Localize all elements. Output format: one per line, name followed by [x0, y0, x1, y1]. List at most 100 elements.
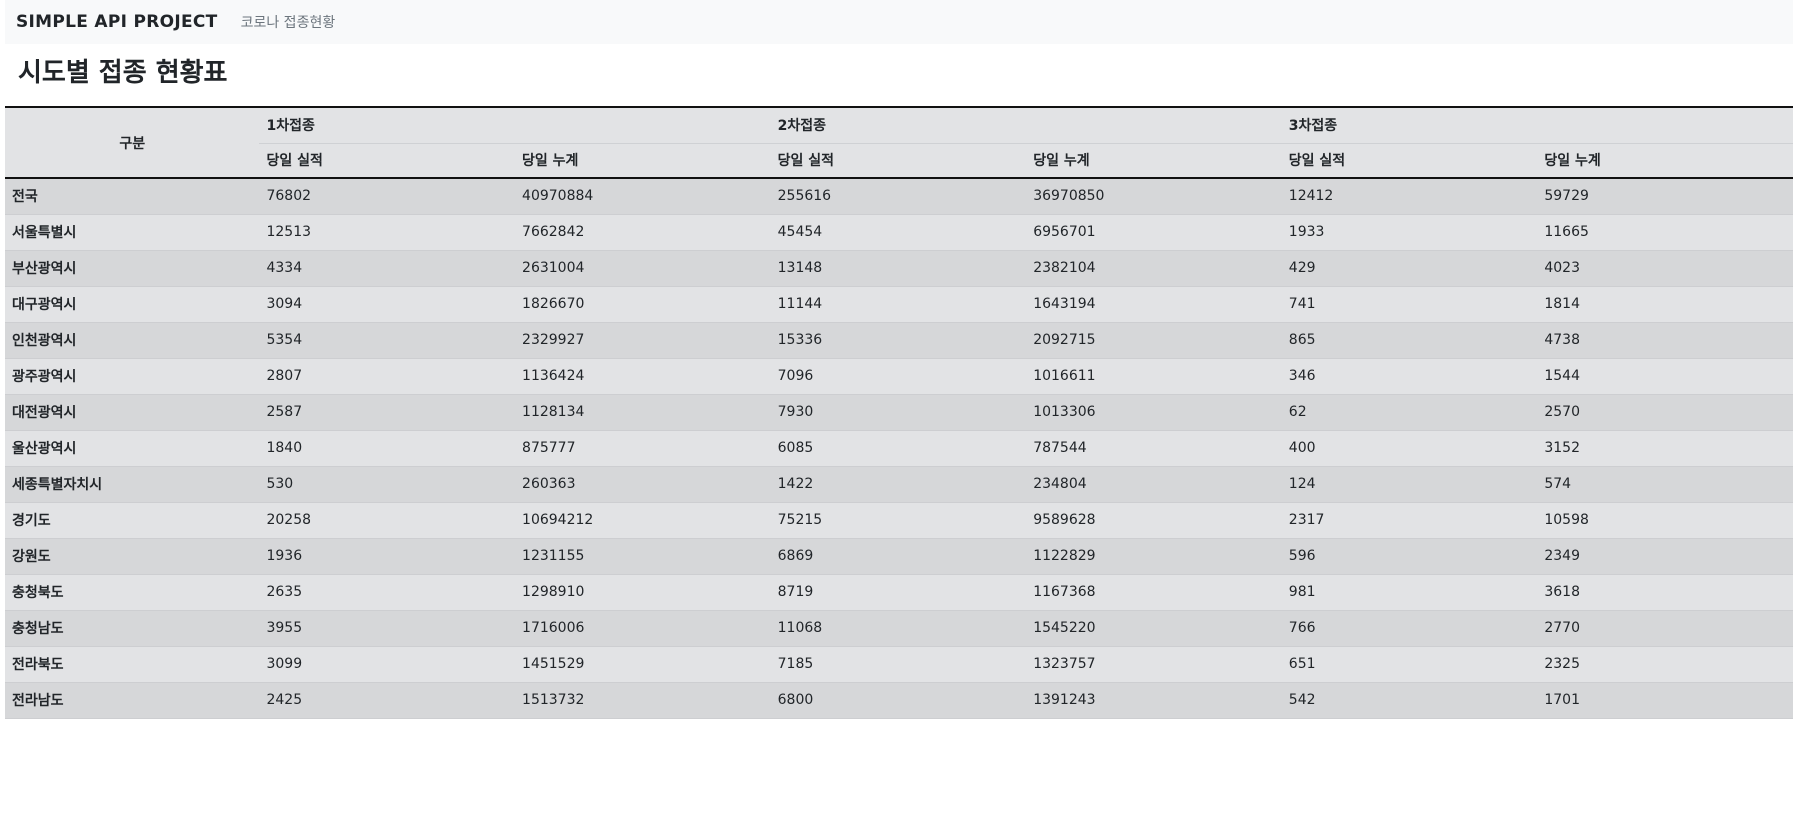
value-cell: 75215 [770, 502, 1027, 539]
value-cell: 787544 [1026, 430, 1282, 467]
value-cell: 2092715 [1026, 322, 1282, 359]
region-cell: 대구광역시 [5, 286, 260, 323]
page-title: 시도별 접종 현황표 [18, 58, 228, 88]
value-cell: 875777 [515, 430, 771, 467]
value-cell: 596 [1281, 538, 1538, 575]
table-row: 인천광역시 5354 2329927 15336 2092715 865 4738 [5, 322, 1793, 359]
value-cell: 62 [1281, 394, 1538, 431]
value-cell: 255616 [770, 178, 1027, 215]
value-cell: 4334 [259, 250, 516, 287]
value-cell: 865 [1281, 322, 1538, 359]
header-row-metric: 당일 실적 당일 누계 당일 실적 당일 누계 당일 실적 당일 누계 [5, 143, 1793, 179]
value-cell: 3618 [1537, 574, 1793, 611]
value-cell: 3955 [259, 610, 516, 647]
value-cell: 2635 [259, 574, 516, 611]
value-cell: 741 [1281, 286, 1538, 323]
brand-link[interactable]: SIMPLE API PROJECT [16, 12, 218, 32]
table-row: 울산광역시 1840 875777 6085 787544 400 3152 [5, 430, 1793, 467]
table-row: 전라남도 2425 1513732 6800 1391243 542 1701 [5, 682, 1793, 719]
value-cell: 11665 [1537, 214, 1793, 251]
value-cell: 45454 [770, 214, 1027, 251]
value-cell: 1513732 [515, 682, 771, 719]
table-row: 전국 76802 40970884 255616 36970850 12412 59729 [5, 178, 1793, 215]
value-cell: 2349 [1537, 538, 1793, 575]
value-cell: 1826670 [515, 286, 771, 323]
region-cell: 세종특별자치시 [5, 466, 260, 503]
table-row: 서울특별시 12513 7662842 45454 6956701 1933 11665 [5, 214, 1793, 251]
value-cell: 4023 [1537, 250, 1793, 287]
value-cell: 651 [1281, 646, 1538, 683]
value-cell: 11068 [770, 610, 1027, 647]
value-cell: 1128134 [515, 394, 771, 431]
value-cell: 2317 [1281, 502, 1538, 539]
region-cell: 충청남도 [5, 610, 260, 647]
value-cell: 4738 [1537, 322, 1793, 359]
value-cell: 10598 [1537, 502, 1793, 539]
value-cell: 1936 [259, 538, 516, 575]
value-cell: 1933 [1281, 214, 1538, 251]
region-cell: 강원도 [5, 538, 260, 575]
value-cell: 13148 [770, 250, 1027, 287]
value-cell: 1643194 [1026, 286, 1282, 323]
value-cell: 3099 [259, 646, 516, 683]
value-cell: 2325 [1537, 646, 1793, 683]
table-row: 충청남도 3955 1716006 11068 1545220 766 2770 [5, 610, 1793, 647]
table-row: 경기도 20258 10694212 75215 9589628 2317 10598 [5, 502, 1793, 539]
value-cell: 1814 [1537, 286, 1793, 323]
value-cell: 2631004 [515, 250, 771, 287]
table-row: 부산광역시 4334 2631004 13148 2382104 429 4023 [5, 250, 1793, 287]
value-cell: 76802 [259, 178, 516, 215]
value-cell: 1544 [1537, 358, 1793, 395]
value-cell: 1013306 [1026, 394, 1282, 431]
header-category: 구분 [5, 107, 260, 179]
region-cell: 전국 [5, 178, 260, 215]
value-cell: 766 [1281, 610, 1538, 647]
value-cell: 1231155 [515, 538, 771, 575]
table-row: 대구광역시 3094 1826670 11144 1643194 741 1814 [5, 286, 1793, 323]
value-cell: 12412 [1281, 178, 1538, 215]
table-row: 세종특별자치시 530 260363 1422 234804 124 574 [5, 466, 1793, 503]
value-cell: 1451529 [515, 646, 771, 683]
value-cell: 542 [1281, 682, 1538, 719]
value-cell: 1167368 [1026, 574, 1282, 611]
value-cell: 40970884 [515, 178, 771, 215]
value-cell: 36970850 [1026, 178, 1282, 215]
header-daily: 당일 실적 [1281, 143, 1538, 179]
header-cumulative: 당일 누계 [515, 143, 771, 179]
region-cell: 충청북도 [5, 574, 260, 611]
table-row: 전라북도 3099 1451529 7185 1323757 651 2325 [5, 646, 1793, 683]
value-cell: 3152 [1537, 430, 1793, 467]
value-cell: 1701 [1537, 682, 1793, 719]
header-row-dose: 구분 1차접종 2차접종 3차접종 [5, 107, 1793, 179]
value-cell: 1323757 [1026, 646, 1282, 683]
table-row: 충청북도 2635 1298910 8719 1167368 981 3618 [5, 574, 1793, 611]
value-cell: 6800 [770, 682, 1027, 719]
value-cell: 6956701 [1026, 214, 1282, 251]
vaccination-table: 구분 1차접종 2차접종 3차접종 당일 실적 당일 누계 당일 실적 당일 누… [5, 106, 1793, 719]
region-cell: 울산광역시 [5, 430, 260, 467]
value-cell: 15336 [770, 322, 1027, 359]
region-cell: 광주광역시 [5, 358, 260, 395]
value-cell: 3094 [259, 286, 516, 323]
value-cell: 429 [1281, 250, 1538, 287]
value-cell: 1716006 [515, 610, 771, 647]
value-cell: 11144 [770, 286, 1027, 323]
navbar: SIMPLE API PROJECT 코로나 접종현황 [5, 0, 1793, 44]
value-cell: 1298910 [515, 574, 771, 611]
value-cell: 2587 [259, 394, 516, 431]
value-cell: 530 [259, 466, 516, 503]
header-dose-3: 3차접종 [1281, 107, 1793, 144]
value-cell: 260363 [515, 466, 771, 503]
value-cell: 7096 [770, 358, 1027, 395]
header-cumulative: 당일 누계 [1537, 143, 1793, 179]
header-daily: 당일 실적 [770, 143, 1027, 179]
value-cell: 2329927 [515, 322, 771, 359]
header-dose-1: 1차접종 [259, 107, 771, 144]
value-cell: 9589628 [1026, 502, 1282, 539]
region-cell: 부산광역시 [5, 250, 260, 287]
value-cell: 5354 [259, 322, 516, 359]
nav-link-vaccination-status[interactable]: 코로나 접종현황 [240, 15, 336, 31]
region-cell: 전라북도 [5, 646, 260, 683]
value-cell: 2770 [1537, 610, 1793, 647]
header-daily: 당일 실적 [259, 143, 516, 179]
